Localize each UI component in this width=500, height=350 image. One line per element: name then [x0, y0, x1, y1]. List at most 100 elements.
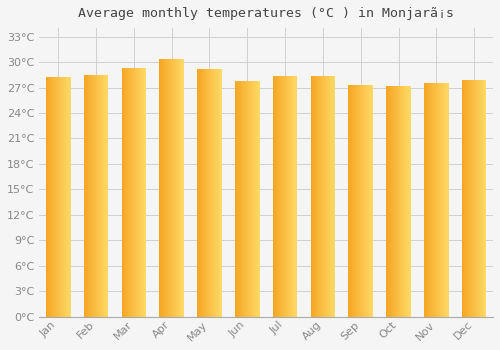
Bar	[358, 85, 359, 317]
Bar	[259, 81, 260, 317]
Bar	[205, 69, 206, 317]
Bar	[356, 85, 357, 317]
Bar	[174, 60, 175, 317]
Bar	[160, 60, 161, 317]
Bar	[285, 76, 286, 317]
Bar	[441, 83, 442, 317]
Bar	[88, 75, 89, 317]
Bar	[46, 77, 47, 317]
Bar	[166, 60, 168, 317]
Bar	[328, 76, 329, 317]
Bar	[361, 85, 362, 317]
Bar	[62, 77, 63, 317]
Bar	[91, 75, 92, 317]
Bar	[468, 80, 469, 317]
Bar	[444, 83, 445, 317]
Bar	[48, 77, 49, 317]
Bar	[445, 83, 446, 317]
Bar	[410, 86, 411, 317]
Bar	[395, 86, 396, 317]
Bar	[431, 83, 432, 317]
Bar	[283, 76, 284, 317]
Bar	[409, 86, 410, 317]
Bar	[57, 77, 58, 317]
Bar	[127, 68, 128, 317]
Bar	[250, 81, 251, 317]
Bar	[465, 80, 466, 317]
Bar	[323, 76, 324, 317]
Bar	[213, 69, 214, 317]
Bar	[202, 69, 203, 317]
Bar	[372, 85, 373, 317]
Bar	[96, 75, 97, 317]
Bar	[294, 76, 295, 317]
Bar	[56, 77, 58, 317]
Bar	[435, 83, 436, 317]
Bar	[401, 86, 402, 317]
Bar	[95, 75, 96, 317]
Bar	[167, 60, 168, 317]
Bar	[388, 86, 389, 317]
Bar	[317, 76, 318, 317]
Bar	[220, 69, 221, 317]
Bar	[330, 76, 331, 317]
Bar	[319, 76, 320, 317]
Bar	[369, 85, 370, 317]
Bar	[244, 81, 245, 317]
Bar	[322, 76, 323, 317]
Bar	[97, 75, 98, 317]
Bar	[249, 81, 250, 317]
Bar	[126, 68, 127, 317]
Bar	[329, 76, 330, 317]
Bar	[68, 77, 69, 317]
Bar	[141, 68, 142, 317]
Bar	[355, 85, 356, 317]
Bar	[466, 80, 467, 317]
Bar	[473, 80, 474, 317]
Bar	[106, 75, 107, 317]
Bar	[125, 68, 126, 317]
Bar	[475, 80, 476, 317]
Bar	[138, 68, 139, 317]
Bar	[50, 77, 51, 317]
Bar	[481, 80, 482, 317]
Bar	[286, 76, 287, 317]
Bar	[391, 86, 392, 317]
Bar	[133, 68, 134, 317]
Bar	[257, 81, 258, 317]
Bar	[324, 76, 325, 317]
Bar	[64, 77, 65, 317]
Bar	[87, 75, 88, 317]
Bar	[51, 77, 52, 317]
Bar	[296, 76, 297, 317]
Bar	[277, 76, 278, 317]
Bar	[166, 60, 167, 317]
Bar	[480, 80, 481, 317]
Bar	[236, 81, 237, 317]
Bar	[206, 69, 207, 317]
Bar	[130, 68, 131, 317]
Bar	[353, 85, 354, 317]
Bar	[210, 69, 211, 317]
Bar	[169, 60, 170, 317]
Bar	[472, 80, 473, 317]
Bar	[276, 76, 277, 317]
Bar	[434, 83, 435, 317]
Bar	[84, 75, 85, 317]
Bar	[273, 76, 274, 317]
Bar	[399, 86, 400, 317]
Bar	[484, 80, 485, 317]
Bar	[393, 86, 394, 317]
Bar	[173, 60, 174, 317]
Bar	[172, 60, 173, 317]
Bar	[237, 81, 238, 317]
Bar	[99, 75, 100, 317]
Bar	[446, 83, 447, 317]
Bar	[440, 83, 441, 317]
Bar	[161, 60, 162, 317]
Bar	[197, 69, 198, 317]
Bar	[462, 80, 463, 317]
Bar	[105, 75, 106, 317]
Bar	[253, 81, 254, 317]
Bar	[358, 85, 360, 317]
